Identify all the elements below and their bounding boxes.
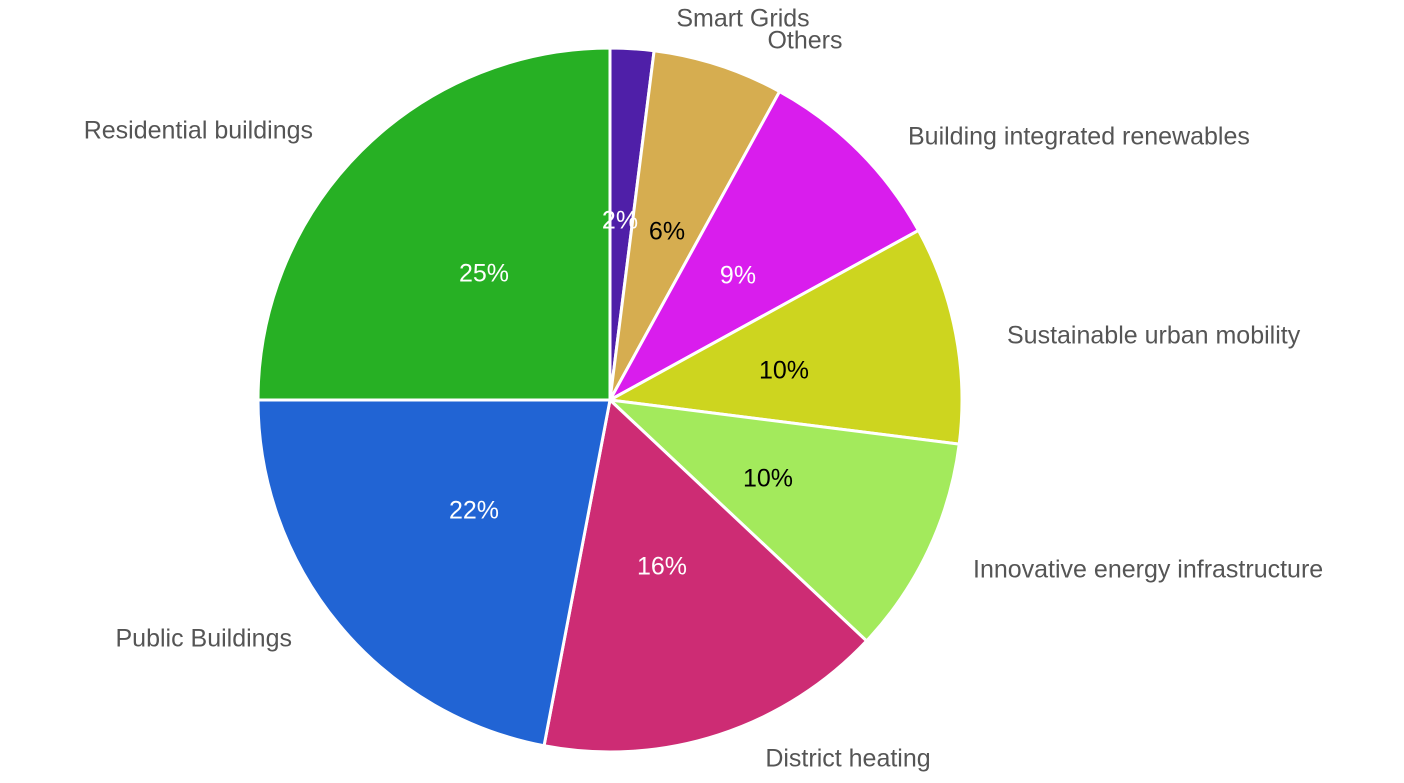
category-label: District heating [765, 745, 930, 773]
category-label: Others [767, 27, 842, 55]
slice-label: 16% [637, 553, 687, 581]
pie-slice [542, 397, 869, 754]
slice-label: 10% [759, 357, 809, 385]
pie-slice [256, 398, 612, 748]
slice-label: 2% [602, 207, 638, 235]
pie-slice [608, 49, 782, 401]
pie-slice [256, 46, 612, 402]
pie-slice [606, 89, 921, 404]
slice-label: 9% [720, 262, 756, 290]
slice-label: 22% [449, 497, 499, 525]
pie-slice [605, 397, 961, 644]
category-label: Sustainable urban mobility [1007, 322, 1301, 350]
category-label: Innovative energy infrastructure [973, 556, 1323, 584]
slice-label: 10% [743, 465, 793, 493]
category-label: Public Buildings [116, 625, 293, 653]
slice-label: 6% [649, 218, 685, 246]
category-label: Smart Grids [676, 5, 809, 33]
category-label: Residential buildings [84, 117, 313, 145]
category-label: Building integrated renewables [908, 123, 1250, 151]
slice-label: 25% [459, 260, 509, 288]
pie-slice [605, 228, 964, 446]
